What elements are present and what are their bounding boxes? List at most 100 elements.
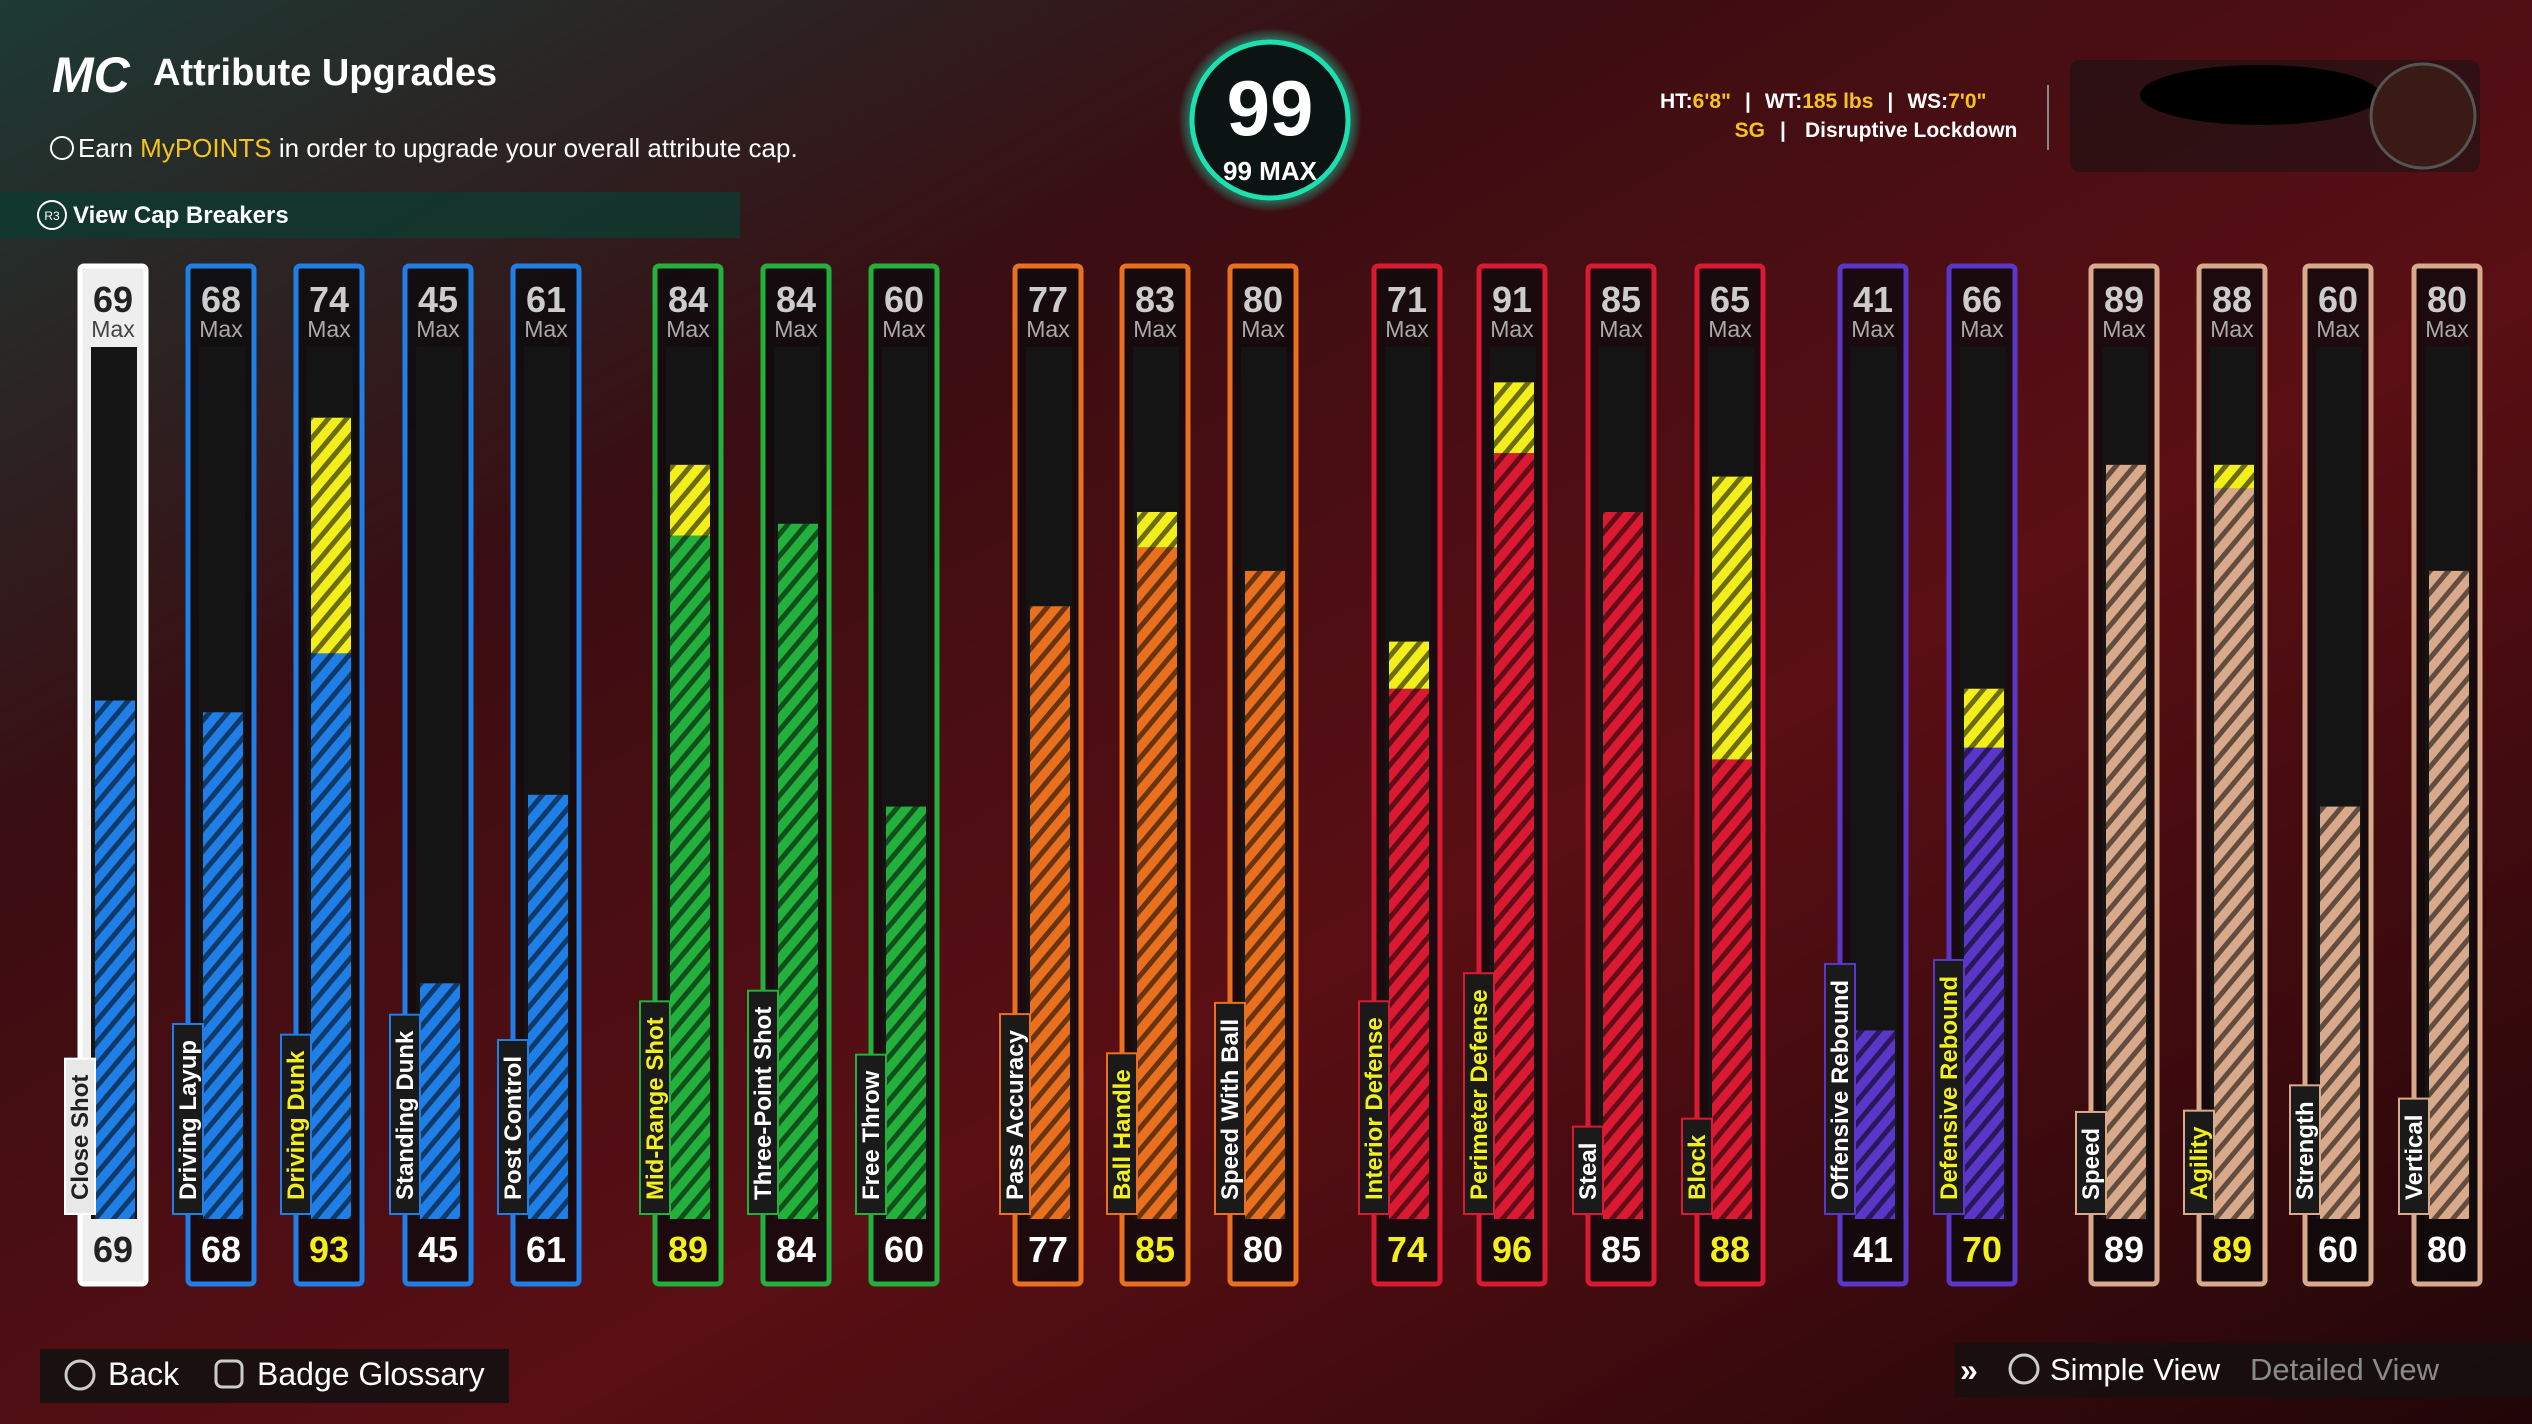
max-label: Max: [1490, 316, 1534, 342]
max-label: Max: [524, 316, 568, 342]
separator: |: [1780, 119, 1786, 142]
max-value: 84: [668, 279, 708, 320]
simple-view-tab[interactable]: Simple View: [2050, 1352, 2221, 1387]
label-tab: [1572, 1125, 1604, 1215]
attribute-name: Agility: [2186, 1126, 2213, 1200]
current-value: 89: [668, 1229, 708, 1270]
triangle-button-icon: [2008, 1353, 2040, 1385]
max-value: 61: [526, 279, 566, 320]
cap-breakers-bar[interactable]: [0, 192, 740, 238]
stripes: [2320, 806, 2360, 1219]
label-tab: [855, 1053, 887, 1215]
attribute-name: Pass Accuracy: [1002, 1029, 1029, 1200]
label-tab: [1681, 1117, 1713, 1215]
stripes: [203, 712, 243, 1219]
attribute-name: Interior Defense: [1361, 1017, 1388, 1200]
max-value: 74: [309, 279, 349, 320]
attribute-name: Ball Handle: [1109, 1069, 1136, 1200]
max-value: 66: [1962, 279, 2002, 320]
stat-label: WT:: [1765, 90, 1802, 113]
separator: |: [1745, 90, 1751, 113]
attribute-name: Speed: [2078, 1128, 2105, 1200]
attribute-name: Post Control: [500, 1056, 527, 1200]
current-value: 60: [2318, 1229, 2358, 1270]
stripes: [2214, 464, 2254, 1219]
current-value: 61: [526, 1229, 566, 1270]
label-tab: [1358, 1000, 1390, 1215]
player-position: SG: [1735, 119, 1765, 142]
attribute-name: Standing Dunk: [392, 1030, 419, 1200]
label-tab: [389, 1013, 421, 1215]
detailed-view-tab[interactable]: Detailed View: [2250, 1352, 2440, 1387]
subtitle-text: Earn: [78, 133, 133, 163]
max-value: 83: [1135, 279, 1175, 320]
square-button-icon: [214, 1359, 244, 1389]
attribute-name: Strength: [2292, 1101, 2319, 1200]
max-value: 80: [2427, 279, 2467, 320]
stripes: [420, 983, 460, 1219]
max-value: 84: [776, 279, 816, 320]
title: Attribute Upgrades: [153, 52, 497, 94]
max-value: 41: [1853, 279, 1893, 320]
current-value: 41: [1853, 1229, 1893, 1270]
current-value: 88: [1710, 1229, 1750, 1270]
max-label: Max: [2102, 316, 2146, 342]
separator: |: [1887, 90, 1893, 113]
max-value: 45: [418, 279, 458, 320]
current-value: 60: [884, 1229, 924, 1270]
stat-label: HT:: [1660, 90, 1693, 113]
cap-breakers-link[interactable]: View Cap Breakers: [73, 202, 289, 229]
label-tab: [1824, 962, 1856, 1215]
back-button[interactable]: Back: [108, 1356, 180, 1392]
stat-value: 7'0": [1948, 90, 1986, 113]
max-value: 69: [93, 279, 133, 320]
label-tab: [999, 1013, 1031, 1215]
stripes: [1389, 641, 1429, 1219]
subtitle-text: in order to upgrade your overall attribu…: [279, 133, 798, 163]
attribute-name: Driving Dunk: [283, 1050, 310, 1200]
overall-value: 99: [1227, 64, 1314, 152]
current-value: 80: [1243, 1229, 1283, 1270]
label-tab: [1214, 1001, 1246, 1215]
current-value: 77: [1028, 1229, 1068, 1270]
current-value: 85: [1135, 1229, 1175, 1270]
current-value: 74: [1387, 1229, 1427, 1270]
attribute-name: Free Throw: [858, 1070, 885, 1200]
max-value: 88: [2212, 279, 2252, 320]
label-tab: [1933, 958, 1965, 1215]
current-value: 93: [309, 1229, 349, 1270]
label-tab: [1106, 1052, 1138, 1215]
stat-value: 6'8": [1693, 90, 1731, 113]
button-hint: R3: [44, 209, 60, 223]
max-label: Max: [2210, 316, 2254, 342]
stripes: [311, 417, 351, 1219]
max-label: Max: [2316, 316, 2360, 342]
label-tab: [172, 1022, 204, 1215]
glossary-button[interactable]: Badge Glossary: [257, 1356, 485, 1392]
max-label: Max: [1708, 316, 1752, 342]
overall-badge: [1189, 39, 1351, 201]
max-label: Max: [307, 316, 351, 342]
